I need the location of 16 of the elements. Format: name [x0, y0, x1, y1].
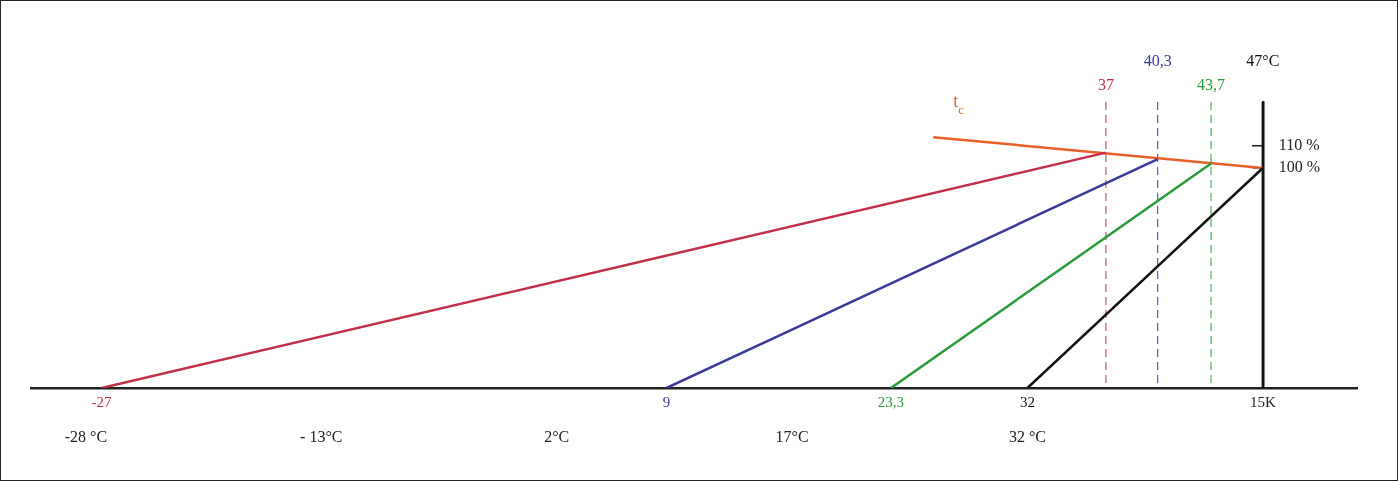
x-tick-label: 17°C [775, 427, 809, 445]
y-tick-label: 110 % [1278, 136, 1320, 154]
x-tick-label: 32 °C [1008, 427, 1046, 445]
annotation: 23,3 [877, 394, 905, 411]
ref-line-label: 40,3 [1143, 52, 1172, 70]
annotation: 15K [1249, 394, 1276, 411]
annotation: -27 [91, 394, 113, 411]
ref-line-label: 37 [1097, 76, 1114, 94]
annotation: 9 [662, 394, 671, 411]
y-tick-label: 100 % [1278, 158, 1321, 176]
x-tick-label: -28 °C [64, 427, 108, 445]
ref-line-label: 43,7 [1197, 76, 1226, 94]
x-tick-label: 2°C [544, 427, 570, 445]
x-tick-label: - 13°C [300, 427, 343, 445]
annotation: 32 [1019, 394, 1035, 411]
ref-line-label: 47°C [1246, 52, 1280, 70]
